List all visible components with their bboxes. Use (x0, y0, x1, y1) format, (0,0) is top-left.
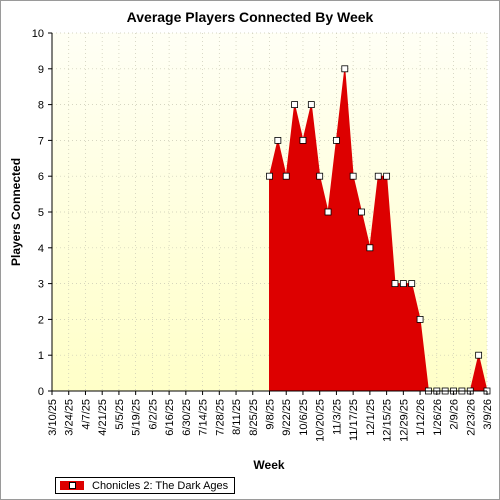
y-tick-label: 8 (38, 100, 44, 112)
data-point-marker (391, 280, 399, 288)
x-tick-label: 4/7/25 (80, 399, 92, 430)
x-tick-label: 10/20/25 (315, 399, 327, 442)
axes (48, 32, 488, 395)
y-tick-label: 6 (38, 171, 44, 183)
x-tick-label: 8/11/25 (231, 399, 243, 435)
data-point-marker (316, 172, 324, 180)
x-tick-label: 7/28/25 (214, 399, 226, 436)
x-tick-label: 6/30/25 (181, 399, 193, 436)
x-tick-label: 6/16/25 (164, 399, 176, 436)
x-tick-label: 12/29/25 (398, 399, 410, 442)
data-point-marker (383, 172, 391, 180)
data-point-marker (324, 208, 332, 216)
y-tick-label: 4 (38, 243, 44, 255)
x-tick-label: 12/1/25 (365, 399, 377, 436)
x-tick-label: 11/3/25 (331, 399, 343, 435)
data-point-marker (374, 172, 382, 180)
y-tick-labels: 0 1 2 3 4 5 6 7 8 9 10 (32, 28, 44, 398)
x-tick-label: 2/23/26 (465, 399, 477, 436)
x-tick-label: 4/21/25 (97, 399, 109, 436)
data-point-marker (341, 65, 349, 73)
x-tick-label: 12/15/25 (382, 399, 394, 442)
data-point-marker (366, 244, 374, 252)
x-tick-label: 9/22/25 (281, 399, 293, 436)
x-axis-title: Week (253, 458, 284, 472)
data-point-marker (333, 136, 340, 144)
y-tick-label: 2 (38, 314, 44, 326)
y-tick-label: 3 (38, 279, 44, 291)
x-tick-label: 5/5/25 (114, 399, 126, 430)
data-point-marker (475, 351, 483, 359)
data-point-marker (408, 280, 416, 288)
x-tick-label: 5/19/25 (131, 399, 143, 436)
x-tick-label: 3/24/25 (64, 399, 76, 436)
x-tick-label: 2/9/26 (449, 399, 461, 430)
x-tick-label: 9/8/25 (265, 399, 277, 430)
x-tick-label: 10/6/25 (298, 399, 310, 436)
data-point-marker (399, 280, 407, 288)
x-tick-label: 3/10/25 (47, 399, 59, 436)
x-tick-label: 1/26/26 (432, 399, 444, 436)
data-point-marker (266, 172, 273, 180)
data-point-marker (358, 208, 365, 216)
data-point-marker (307, 101, 315, 108)
x-tick-label: 3/9/26 (482, 399, 494, 430)
y-tick-label: 1 (38, 350, 44, 362)
chart-title: Average Players Connected By Week (126, 9, 374, 25)
y-axis-title: Players Connected (9, 158, 23, 266)
y-tick-label: 5 (38, 207, 44, 219)
legend-label: Chonicles 2: The Dark Ages (92, 479, 229, 492)
data-point-marker (274, 136, 282, 144)
data-point-marker (416, 315, 424, 323)
x-tick-label: 11/17/25 (348, 399, 360, 441)
legend-swatch (60, 481, 84, 490)
y-tick-label: 9 (38, 64, 44, 76)
y-tick-label: 7 (38, 135, 44, 147)
x-tick-label: 7/14/25 (198, 399, 210, 436)
x-tick-label: 6/2/25 (147, 399, 159, 430)
x-tick-labels: 3/10/25 3/24/25 4/7/25 4/21/25 5/5/25 5/19/25… (47, 399, 494, 442)
y-tick-label: 0 (38, 386, 44, 398)
legend: Chonicles 2: The Dark Ages (55, 477, 236, 494)
data-point-marker (299, 136, 307, 144)
data-point-marker (291, 101, 298, 108)
data-point-marker (349, 172, 357, 180)
y-tick-label: 10 (32, 28, 44, 40)
x-tick-label: 8/25/25 (248, 399, 260, 436)
x-tick-label: 1/12/26 (415, 399, 427, 436)
data-point-marker (282, 172, 290, 180)
